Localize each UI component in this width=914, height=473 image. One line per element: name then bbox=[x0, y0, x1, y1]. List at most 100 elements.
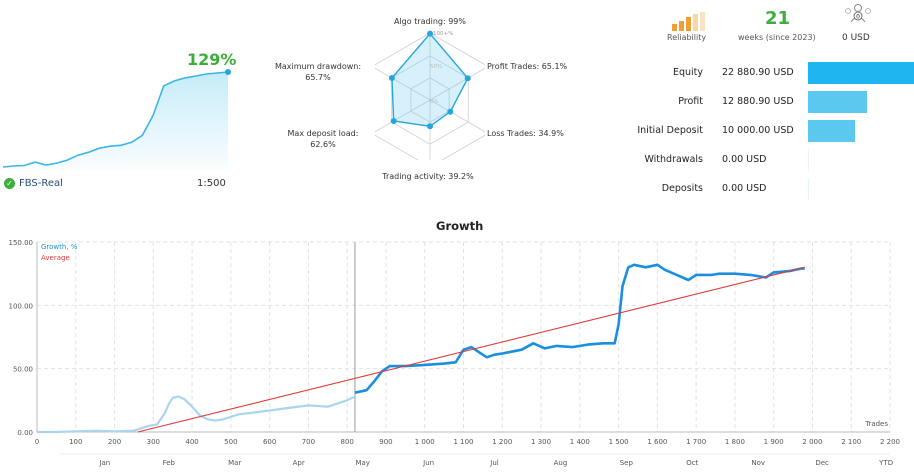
x-tick-label: 1 600 bbox=[647, 438, 667, 446]
radar-label-algo: Algo trading: 99% bbox=[393, 17, 466, 26]
radar-label-loss: Loss Trades: 34.9% bbox=[487, 129, 564, 138]
x-tick-label: 1 400 bbox=[570, 438, 590, 446]
stat-bar-equity bbox=[808, 62, 914, 84]
radar-point-profit-trades bbox=[464, 75, 471, 82]
radar-label-profit: Profit Trades: 65.1% bbox=[487, 62, 568, 71]
month-label: Jan bbox=[98, 459, 110, 467]
x-tick-label: 500 bbox=[224, 438, 237, 446]
x-tick-label: 200 bbox=[108, 438, 121, 446]
x-tick-label: 1 100 bbox=[453, 438, 473, 446]
x-tick-label: 1 700 bbox=[686, 438, 706, 446]
radar-polygon bbox=[391, 32, 469, 128]
month-label: Oct bbox=[686, 459, 698, 467]
month-label: Jun bbox=[422, 459, 434, 467]
verified-shield-icon: ✓ bbox=[4, 178, 15, 189]
radar-grid bbox=[375, 32, 485, 160]
stat-label-deposits: Deposits bbox=[661, 183, 703, 194]
stat-bar-withdrawals bbox=[808, 149, 809, 171]
stat-label-equity: Equity bbox=[672, 67, 703, 78]
legend-growth: Growth, % bbox=[41, 243, 78, 251]
x-tick-label: 1 900 bbox=[764, 438, 784, 446]
stat-label-profit: Profit bbox=[678, 96, 703, 107]
growth-percent: 129% bbox=[187, 50, 237, 69]
leverage-value: 1:500 bbox=[197, 178, 226, 189]
y-tick-label: 0.00 bbox=[17, 429, 33, 437]
sparkline-area bbox=[3, 72, 228, 170]
stat-value-withdrawals: 0.00 USD bbox=[722, 154, 767, 165]
x-tick-label: 1 000 bbox=[415, 438, 435, 446]
radar-point-maximum-drawdown bbox=[388, 74, 395, 81]
stat-bar-profit bbox=[808, 91, 868, 113]
y-tick-label: 100.00 bbox=[9, 302, 34, 310]
x-tick-label: 700 bbox=[302, 438, 315, 446]
reliability-label: Reliability bbox=[667, 33, 707, 42]
x-tick-label: 600 bbox=[263, 438, 276, 446]
subscribers-usd: 0 USD bbox=[842, 33, 870, 43]
x-tick-label: 300 bbox=[147, 438, 160, 446]
radar-ring-label: 0% bbox=[430, 99, 439, 105]
radar-spoke bbox=[429, 99, 485, 133]
stat-value-equity: 22 880.90 USD bbox=[722, 67, 794, 78]
month-label: Nov bbox=[751, 459, 765, 467]
x-tick-label: 800 bbox=[340, 438, 353, 446]
y-tick-label: 50.00 bbox=[13, 366, 33, 374]
month-label: Dec bbox=[815, 459, 829, 467]
weeks-value: 21 bbox=[765, 8, 791, 29]
x-tick-label: 1 800 bbox=[725, 438, 745, 446]
radar-point-trading-activity bbox=[427, 123, 433, 130]
stat-value-deposits: 0.00 USD bbox=[722, 183, 767, 194]
x-tick-label: 100 bbox=[69, 438, 82, 446]
svg-text:0: 0 bbox=[856, 14, 860, 21]
month-label: Apr bbox=[293, 459, 305, 467]
series-line-0 bbox=[37, 395, 356, 434]
x-tick-label: 1 300 bbox=[531, 438, 551, 446]
sparkline-line bbox=[2, 71, 229, 168]
radar-spoke bbox=[429, 67, 485, 101]
weeks-label: weeks (since 2023) bbox=[738, 33, 816, 42]
radar-ring-label: 100+% bbox=[433, 31, 453, 37]
radar-label-activity: Trading activity: 39.2% bbox=[382, 172, 474, 181]
month-label: Mar bbox=[228, 459, 241, 467]
x-tick-label: 1 500 bbox=[609, 438, 629, 446]
legend-average: Average bbox=[41, 254, 70, 262]
stat-value-initial-deposit: 10 000.00 USD bbox=[722, 125, 794, 136]
reliability-bars-icon bbox=[672, 12, 705, 31]
x-tick-label: 900 bbox=[379, 438, 392, 446]
series-line-1 bbox=[354, 263, 805, 394]
x-tick-label: 2 200 bbox=[880, 438, 900, 446]
subscribers-icon: 0 bbox=[845, 4, 871, 23]
radar-point-algo-trading bbox=[427, 30, 433, 37]
y-tick-label: 150.00 bbox=[9, 239, 34, 247]
month-label: Aug bbox=[554, 459, 568, 467]
radar-ring-label: 50% bbox=[430, 64, 442, 70]
account-name: FBS-Real bbox=[19, 178, 63, 189]
growth-chart: 0 100 200 300 400 500 600 700 800 900 1 000 1 100 1 … bbox=[9, 239, 901, 467]
account-label[interactable]: ✓ FBS-Real bbox=[4, 178, 63, 189]
stat-bar-initial-deposit bbox=[808, 120, 855, 142]
month-label: May bbox=[355, 459, 369, 467]
stat-label-initial-deposit: Initial Deposit bbox=[637, 125, 703, 136]
x-tick-label: 2 000 bbox=[802, 438, 822, 446]
sparkline-end-dot bbox=[225, 69, 231, 75]
radar-spoke bbox=[375, 67, 431, 101]
radar-point-loss-trades bbox=[447, 108, 454, 115]
radar-label-drawdown: Maximum drawdown: 65.7% bbox=[274, 62, 362, 82]
month-label: Jul bbox=[489, 459, 499, 467]
x-axis-label: Trades bbox=[864, 420, 888, 428]
month-label: Sep bbox=[620, 459, 634, 467]
stat-bar-deposits bbox=[808, 178, 809, 200]
radar-points bbox=[388, 30, 471, 130]
series-line-2 bbox=[137, 266, 805, 433]
stat-value-profit: 12 880.90 USD bbox=[722, 96, 794, 107]
radar-chart: 100+% 50% 0% bbox=[375, 30, 485, 160]
radar-point-max-deposit-load bbox=[390, 117, 397, 124]
month-label: YTD bbox=[878, 459, 893, 467]
sparkline-chart bbox=[2, 69, 231, 170]
stat-label-withdrawals: Withdrawals bbox=[644, 154, 703, 165]
x-tick-label: 400 bbox=[185, 438, 198, 446]
x-tick-label: 2 100 bbox=[841, 438, 861, 446]
radar-label-deposit-load: Max deposit load: 62.6% bbox=[287, 129, 359, 149]
x-tick-label: 1 200 bbox=[492, 438, 512, 446]
radar-spoke bbox=[375, 99, 431, 133]
growth-chart-title: Growth bbox=[436, 219, 484, 233]
